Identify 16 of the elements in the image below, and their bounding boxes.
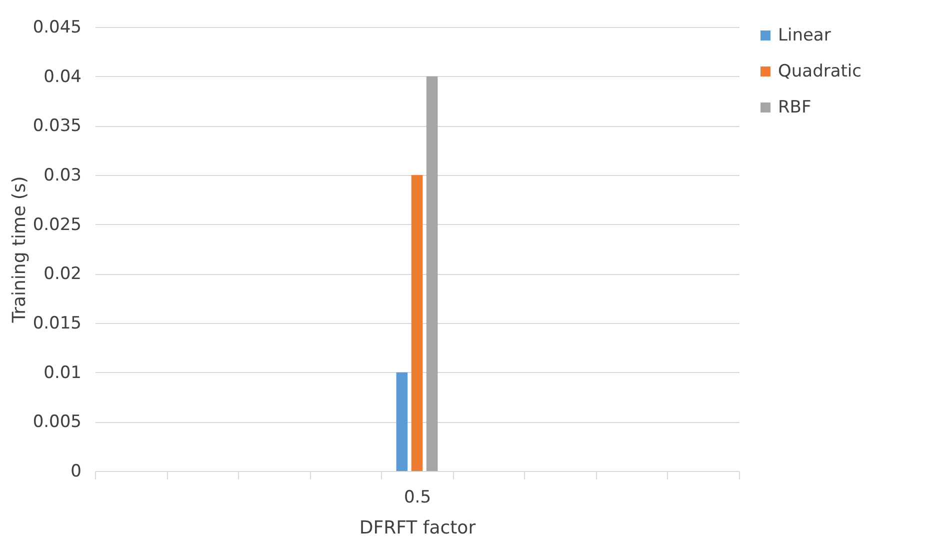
y-tick-label: 0.03 [44, 166, 82, 186]
legend-label: Quadratic [778, 62, 862, 82]
legend-label: RBF [778, 98, 812, 118]
y-axis-title: Training time (s) [8, 176, 30, 324]
y-tick-label: 0.045 [32, 18, 82, 38]
x-axis-title: DFRFT factor [359, 518, 476, 538]
y-tick-label: 0.015 [32, 314, 82, 334]
x-tick-label: 0.5 [404, 488, 432, 508]
y-tick-label: 0.02 [44, 264, 82, 284]
y-tick-label: 0.01 [44, 362, 82, 383]
y-tick-label: 0.04 [44, 66, 82, 87]
y-tick-label: 0 [70, 462, 82, 482]
y-tick-label: 0.005 [32, 412, 82, 432]
legend-label: Linear [778, 26, 831, 46]
y-tick-label: 0.035 [32, 116, 82, 136]
y-tick-label: 0.025 [32, 214, 82, 235]
